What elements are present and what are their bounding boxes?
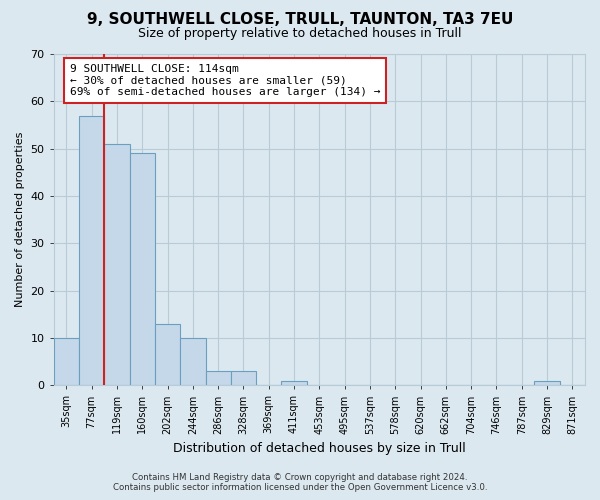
- Bar: [130, 154, 155, 386]
- X-axis label: Distribution of detached houses by size in Trull: Distribution of detached houses by size …: [173, 442, 466, 455]
- Y-axis label: Number of detached properties: Number of detached properties: [15, 132, 25, 308]
- Bar: [104, 144, 130, 386]
- Text: 9, SOUTHWELL CLOSE, TRULL, TAUNTON, TA3 7EU: 9, SOUTHWELL CLOSE, TRULL, TAUNTON, TA3 …: [87, 12, 513, 28]
- Bar: [281, 380, 307, 386]
- Bar: [180, 338, 206, 386]
- Bar: [231, 371, 256, 386]
- Bar: [206, 371, 231, 386]
- Text: Contains HM Land Registry data © Crown copyright and database right 2024.
Contai: Contains HM Land Registry data © Crown c…: [113, 473, 487, 492]
- Bar: [535, 380, 560, 386]
- Bar: [54, 338, 79, 386]
- Text: Size of property relative to detached houses in Trull: Size of property relative to detached ho…: [138, 28, 462, 40]
- Bar: [79, 116, 104, 386]
- Text: 9 SOUTHWELL CLOSE: 114sqm
← 30% of detached houses are smaller (59)
69% of semi-: 9 SOUTHWELL CLOSE: 114sqm ← 30% of detac…: [70, 64, 380, 97]
- Bar: [155, 324, 180, 386]
